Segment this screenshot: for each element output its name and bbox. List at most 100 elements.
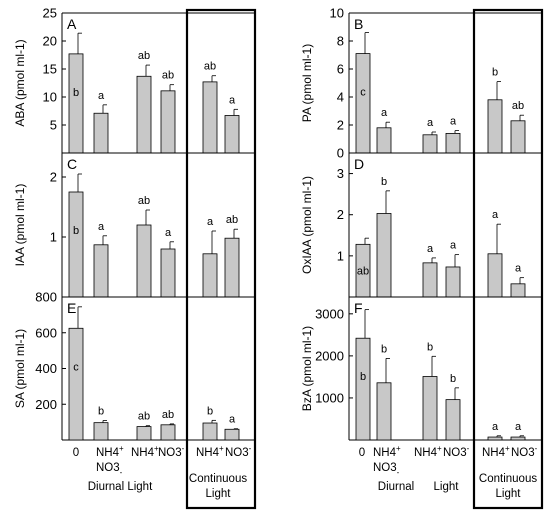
panel-b-tick-label-2: 4 [337,90,344,105]
panel-a-bar-4 [202,81,218,154]
x-label-0-right: 0 [359,447,365,459]
panel-d-bar-2 [422,262,438,298]
x-axis-labels-left: 0 NH4+ NO3- NH4+ NO3- NH4+ NO3- Diurnal … [73,444,252,500]
panel-c-bar-3 [160,248,176,298]
panel-b-tick-label-0: 0 [337,146,344,161]
panel-e-tick-label-3: 800 [35,290,57,305]
x-label-mix-nh4-right: NH4+ [373,444,401,459]
group-label-diurnal-left: Diurnal Light [88,481,153,493]
panel-e-sig-letter-3: ab [162,409,174,421]
group-label-diurnal-right-1: Diurnal [378,481,414,493]
x-label-0-left: 0 [73,447,79,459]
panel-f-tick-label-0: 1000 [315,390,344,405]
panel-c-tick-label-0: 1 [50,230,57,245]
panel-b-y-label: PA (pmol ml-1) [300,44,314,122]
panel-c-sig-letter-4: a [207,216,214,228]
panel-b-tick-label-4: 8 [337,34,344,49]
panel-e-y-label: SA (pmol ml-1) [13,329,27,408]
panel-a-sig-letter-5: a [229,94,236,106]
panel-b-tick-label-1: 2 [337,118,344,133]
x-axis-labels-right: 0 NH4+ NO3- NH4+ NO3- NH4+ NO3- Diurnal … [359,444,538,500]
panel-c-sig-letter-5: ab [226,214,238,226]
panel-e-tick-label-0: 200 [35,397,57,412]
panel-f-letter: F [354,300,363,316]
panel-c-sig-letter-2: ab [138,195,150,207]
panel-f-sig-letter-5: a [515,421,522,433]
panel-f-tick-label-2: 3000 [315,306,344,321]
panel-e-bar-3 [160,424,176,441]
panel-a-sig-letter-0: b [73,87,79,99]
panel-e-letter: E [67,300,76,316]
panel-a-bar-3 [160,90,176,154]
panel-a-bar-0 [68,53,84,154]
panel-c-sig-letter-1: a [98,221,105,233]
panel-c-sig-letter-0: b [73,225,79,237]
x-label-no3-continuous-right: NO3- [511,444,538,459]
panel-a-sig-letter-4: ab [204,61,216,73]
panel-f-sig-letter-2: b [427,341,433,353]
panel-d-bar-3 [445,266,461,298]
panel-e-sig-letter-2: ab [138,411,150,423]
panel-f-sig-letter-4: a [492,421,499,433]
panel-d-tick-label-2: 3 [337,166,344,181]
panel-b-sig-letter-2: a [427,117,434,129]
panel-b-sig-letter-3: a [450,116,457,128]
x-label-mix-no3-right: NO3- [373,462,400,477]
panel-b-sig-letter-5: ab [512,100,524,112]
continuous-light-box-left [185,8,257,510]
panel-e-bar-4 [202,422,218,441]
group-label-continuous-right-1: Continuous [479,473,537,485]
group-label-continuous-right-2: Light [496,488,522,500]
x-label-nh4-continuous-left: NH4+ [196,444,224,459]
panel-e-bar-5 [224,428,240,441]
panel-d-letter: D [354,156,364,172]
panel-a-tick-label-0: 5 [50,118,57,133]
panel-e-bar-0 [68,327,84,441]
panel-a-sig-letter-3: ab [162,70,174,82]
panel-f-bar-2 [422,376,438,441]
panel-f-sig-letter-1: b [381,343,387,355]
panel-d-tick-label-0: 1 [337,248,344,263]
panel-a-tick-label-4: 25 [43,6,57,21]
panel-d: 1 2 3D OxIAA (pmol ml-1) ab b a a a a [300,152,542,298]
panel-f-sig-letter-3: b [450,373,456,385]
panel-d-sig-letter-1: b [381,176,387,188]
panel-b-sig-letter-1: a [381,107,388,119]
panel-a-sig-letter-1: a [98,90,105,102]
panel-c-bar-4 [202,253,218,298]
panel-d-sig-letter-4: a [492,209,499,221]
panel-d-sig-letter-2: a [427,243,434,255]
panel-b-bar-5 [510,120,526,154]
panel-a-bar-5 [224,115,240,154]
panel-c-tick-label-1: 2 [50,170,57,185]
x-label-mix-nh4-left: NH4+ [96,444,124,459]
panel-b-bar-1 [376,127,392,154]
panel-b-bar-0 [355,53,371,154]
panel-b-sig-letter-4: b [492,67,498,79]
panel-a-letter: A [67,16,77,32]
x-label-no3-diurnal-left: NO3- [158,444,185,459]
panel-a-tick-label-2: 15 [43,62,57,77]
panel-b-tick-label-3: 6 [337,62,344,77]
panel-c-bar-1 [93,244,109,298]
panel-d-sig-letter-0: ab [357,265,369,277]
group-label-continuous-left-2: Light [206,488,232,500]
panel-b-letter: B [354,16,363,32]
panel-c-bar-2 [136,224,152,298]
panel-f-bar-0 [355,337,371,441]
panel-e: 200 400 600 800 E SA (pmol ml-1) c b ab ab b a [13,290,256,441]
panel-e-sig-letter-0: c [73,361,79,373]
panel-f: 1000 2000 3000 F BzA (pmol ml-1) b b b b a a [300,296,542,441]
panel-e-tick-label-1: 400 [35,361,57,376]
panel-b-bar-3 [445,132,461,154]
panel-f-bar-3 [445,399,461,441]
x-label-mix-no3-left: NO3- [96,462,123,477]
panel-a-bar-2 [136,75,152,154]
panel-b-bar-4 [487,99,503,154]
panel-f-bar-5 [510,436,526,441]
